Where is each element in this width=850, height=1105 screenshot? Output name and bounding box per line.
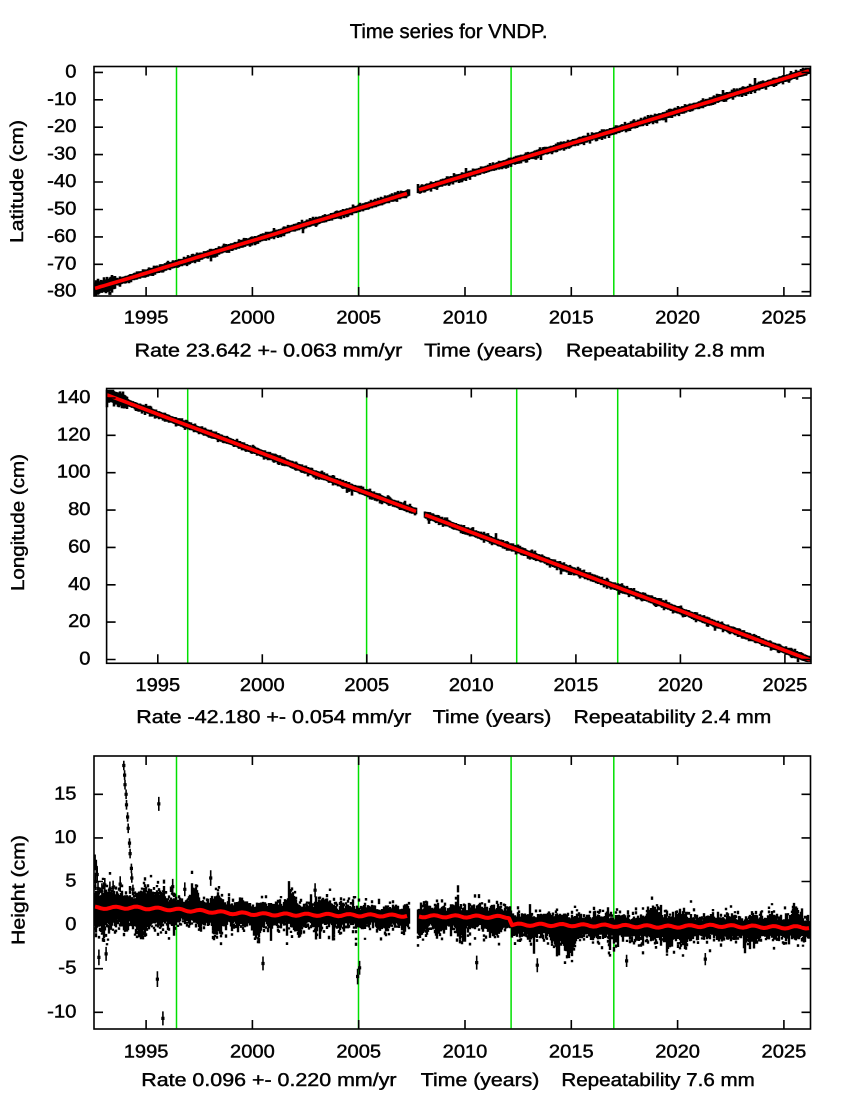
svg-text:Longitude (cm): Longitude (cm) — [7, 454, 28, 591]
svg-text:-30: -30 — [47, 143, 76, 164]
svg-text:2010: 2010 — [443, 1041, 488, 1062]
svg-text:-50: -50 — [47, 198, 76, 219]
svg-text:-10: -10 — [47, 88, 76, 109]
svg-text:2000: 2000 — [240, 674, 285, 695]
svg-text:140: 140 — [57, 386, 91, 407]
svg-text:-80: -80 — [47, 280, 76, 301]
svg-text:2005: 2005 — [336, 307, 381, 328]
svg-text:Time (years): Time (years) — [421, 1069, 540, 1090]
svg-text:Rate -42.180 +- 0.054 mm/yr: Rate -42.180 +- 0.054 mm/yr — [136, 706, 411, 727]
svg-text:2010: 2010 — [449, 674, 494, 695]
svg-text:Time (years): Time (years) — [433, 706, 552, 727]
svg-text:Time series for VNDP.: Time series for VNDP. — [350, 21, 548, 43]
svg-text:Time (years): Time (years) — [424, 340, 543, 361]
svg-text:0: 0 — [65, 913, 76, 934]
svg-text:2015: 2015 — [549, 1041, 594, 1062]
svg-text:0: 0 — [65, 60, 76, 81]
svg-text:Repeatability 2.8 mm: Repeatability 2.8 mm — [566, 340, 765, 361]
svg-text:15: 15 — [54, 782, 76, 803]
svg-text:0: 0 — [79, 648, 90, 669]
svg-text:2000: 2000 — [230, 1041, 275, 1062]
svg-text:-40: -40 — [47, 170, 76, 191]
svg-text:Rate 0.096 +- 0.220 mm/yr: Rate 0.096 +- 0.220 mm/yr — [141, 1069, 396, 1090]
svg-text:-60: -60 — [47, 225, 76, 246]
svg-text:2015: 2015 — [554, 674, 599, 695]
svg-text:20: 20 — [68, 610, 90, 631]
svg-text:5: 5 — [65, 870, 76, 891]
svg-text:1995: 1995 — [124, 1041, 169, 1062]
svg-text:60: 60 — [68, 535, 90, 556]
svg-text:120: 120 — [57, 423, 91, 444]
svg-text:80: 80 — [68, 498, 90, 519]
svg-text:Repeatability 2.4 mm: Repeatability 2.4 mm — [574, 706, 772, 727]
svg-text:10: 10 — [54, 826, 76, 847]
svg-text:2000: 2000 — [230, 307, 275, 328]
svg-text:2020: 2020 — [655, 307, 700, 328]
svg-text:-20: -20 — [47, 115, 76, 136]
svg-text:2005: 2005 — [336, 1041, 381, 1062]
svg-text:1995: 1995 — [124, 307, 169, 328]
svg-text:2020: 2020 — [655, 1041, 700, 1062]
svg-text:100: 100 — [57, 461, 91, 482]
svg-text:2020: 2020 — [658, 674, 703, 695]
svg-text:Height (cm): Height (cm) — [8, 835, 29, 945]
svg-text:-10: -10 — [47, 1000, 76, 1021]
svg-text:Rate 23.642 +- 0.063 mm/yr: Rate 23.642 +- 0.063 mm/yr — [135, 340, 403, 361]
svg-text:Repeatability 7.6 mm: Repeatability 7.6 mm — [561, 1069, 755, 1090]
svg-text:Latitude (cm): Latitude (cm) — [6, 120, 27, 243]
svg-text:2015: 2015 — [549, 307, 594, 328]
svg-text:2025: 2025 — [763, 674, 808, 695]
svg-text:40: 40 — [68, 573, 90, 594]
svg-text:-70: -70 — [47, 252, 76, 273]
svg-text:2005: 2005 — [344, 674, 389, 695]
svg-text:2010: 2010 — [443, 307, 488, 328]
svg-text:1995: 1995 — [135, 674, 180, 695]
svg-text:2025: 2025 — [762, 1041, 807, 1062]
svg-text:2025: 2025 — [762, 307, 807, 328]
svg-text:-5: -5 — [58, 957, 76, 978]
